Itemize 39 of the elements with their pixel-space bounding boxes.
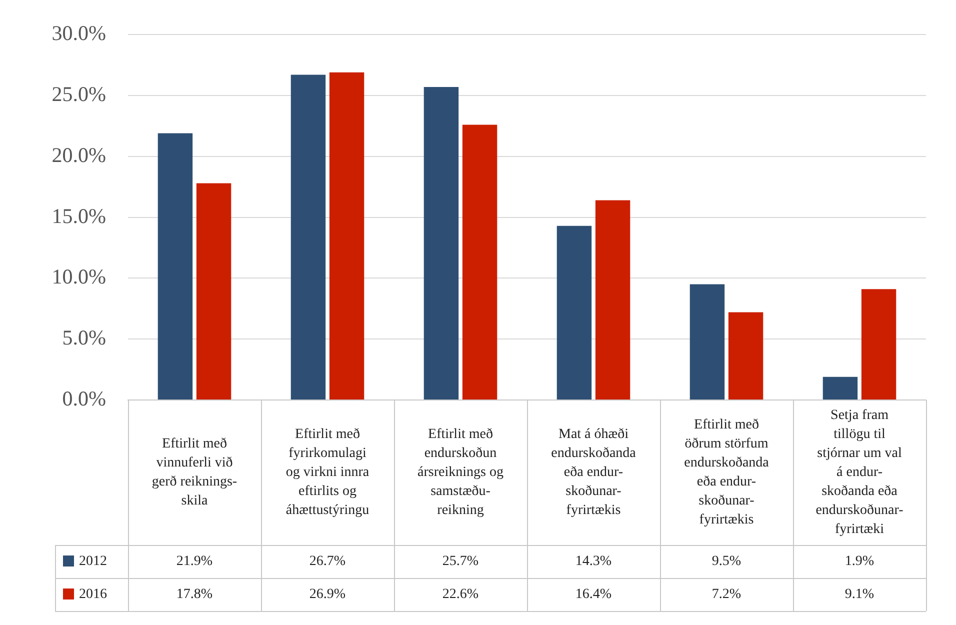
bar [861,289,896,400]
bar [822,376,858,400]
bar [595,200,630,400]
data-label: 26.9% [309,587,346,602]
y-tick-label: 0.0% [62,386,106,411]
x-tick-label: Mat á óhæði endurskoðanda eða endur- skoðunar- fyrirtækis [551,427,637,518]
legend-label: 2016 [79,587,107,602]
data-label: 25.7% [442,554,479,570]
bar [690,284,725,400]
data-label: 26.7% [309,554,346,570]
data-label: 9.1% [844,587,874,602]
data-label: 21.9% [176,554,213,570]
bar [290,74,326,400]
bar [462,124,498,400]
bar [556,226,592,400]
y-tick-label: 10.0% [52,264,106,289]
bar [424,86,459,400]
data-label: 22.6% [442,587,479,602]
y-tick-label: 30.0% [52,21,106,46]
data-label: 16.4% [575,587,612,602]
x-tick-label: Eftirlit með vinnuferli við gerð reiknings- skila [152,436,238,509]
y-tick-label: 20.0% [52,142,106,167]
data-label: 9.5% [712,554,742,570]
y-tick-label: 5.0% [62,326,106,350]
bar [329,72,364,400]
x-tick-label: Eftirlit með fyrirkomulagi og virkni innra eftirlits og áhættustýringu [286,427,370,518]
bar [196,183,232,400]
data-label: 7.2% [712,587,742,602]
bar [728,312,764,400]
x-tick-label: Eftirlit með endurskoðun ársreiknings og samstæðu- reikning [418,427,504,518]
x-tick-label: Eftirlit með öðrum störfum endurskoðanda eða endur- skoðunar- fyrirtækis [684,418,770,528]
data-label: 14.3% [575,554,612,570]
y-tick-label: 25.0% [52,82,106,106]
data-label: 17.8% [176,587,213,602]
data-label: 1.9% [844,554,874,570]
x-tick-label: Setja fram tillögu til stjórnar um val á endur- skoðanda eða endurskoðunar- fyrirtæki [816,408,904,538]
y-tick-label: 15.0% [52,204,106,228]
legend-label: 2012 [79,554,107,570]
bar [158,133,193,400]
